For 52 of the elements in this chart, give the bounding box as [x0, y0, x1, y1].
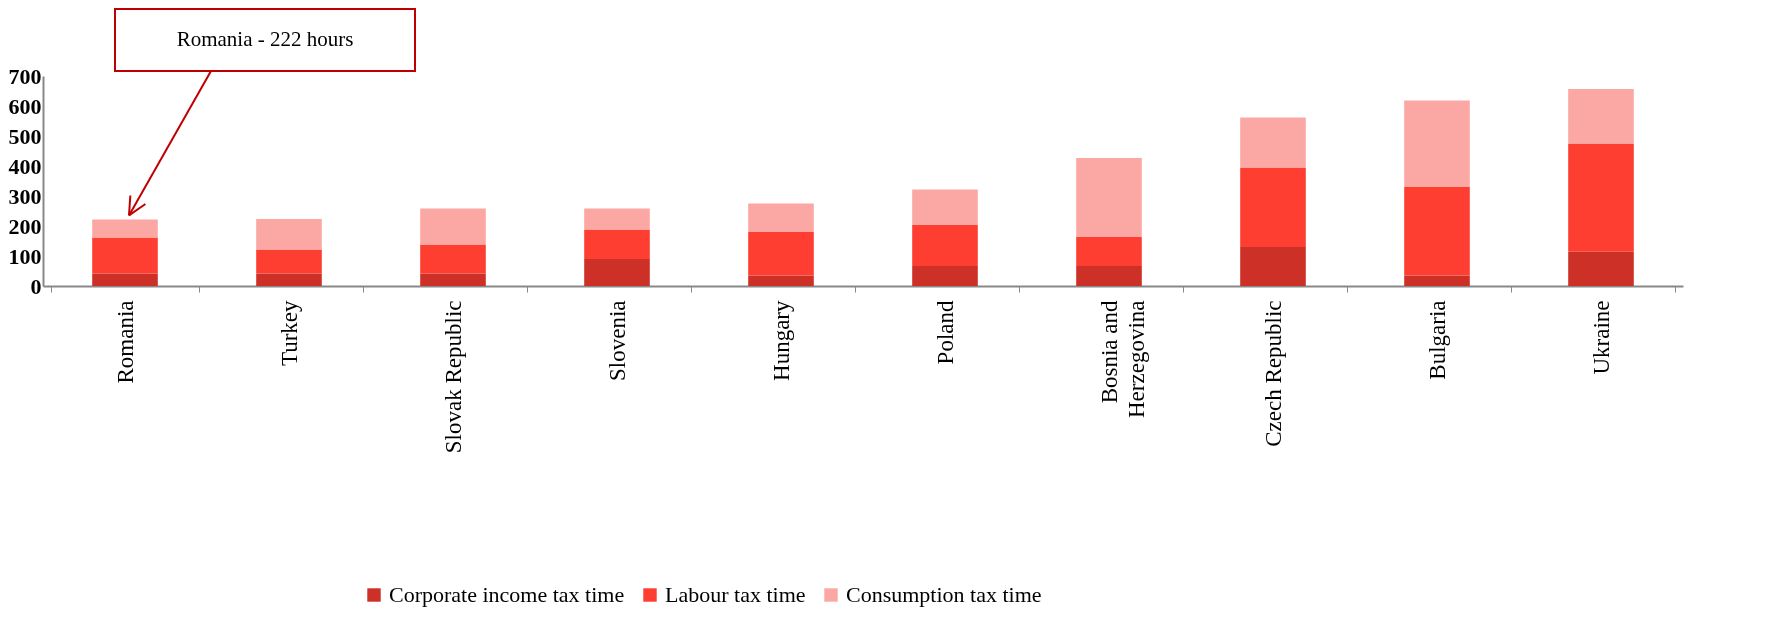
- bar: [1404, 187, 1470, 276]
- y-tick-label: 0: [30, 273, 42, 299]
- bar: [1240, 117, 1306, 168]
- bar: [748, 203, 814, 232]
- bar: [420, 208, 486, 245]
- legend-label: Consumption tax time: [846, 582, 1042, 607]
- bar: [256, 219, 322, 250]
- x-tick-label: Slovak Republic: [440, 300, 466, 454]
- bar: [912, 265, 978, 286]
- bar: [1404, 275, 1470, 286]
- bar: [92, 219, 158, 238]
- bar: [1076, 237, 1142, 266]
- bar: [584, 208, 650, 230]
- bar: [420, 244, 486, 274]
- x-tick-label: Czech Republic: [1260, 300, 1286, 447]
- bar: [1240, 167, 1306, 247]
- legend-label: Labour tax time: [665, 582, 806, 607]
- y-tick-label: 600: [8, 93, 42, 119]
- bar: [1240, 247, 1306, 286]
- bar: [748, 275, 814, 286]
- bar: [256, 273, 322, 286]
- bar: [748, 232, 814, 276]
- x-tick-label: Slovenia: [604, 300, 630, 381]
- bar: [1568, 251, 1634, 286]
- bar: [1404, 100, 1470, 187]
- y-tick-label: 700: [8, 63, 42, 89]
- x-tick-label: Poland: [932, 300, 958, 365]
- bar: [912, 189, 978, 226]
- annotation: Romania - 222 hours: [176, 27, 354, 51]
- bar: [584, 259, 650, 286]
- x-tick-label: Ukraine: [1588, 300, 1614, 375]
- bar: [584, 229, 650, 259]
- bar: [1076, 157, 1142, 238]
- x-tick-label: Turkey: [276, 300, 302, 367]
- y-tick-label: 500: [8, 123, 42, 149]
- x-tick-label: Bulgaria: [1424, 300, 1450, 380]
- bar: [256, 249, 322, 274]
- bar: [912, 225, 978, 266]
- y-tick-label: 100: [8, 243, 42, 269]
- bar: [1568, 143, 1634, 252]
- y-tick-label: 300: [8, 183, 42, 209]
- x-tick-label: Romania: [112, 300, 138, 384]
- bar: [92, 273, 158, 286]
- bar: [1076, 265, 1142, 286]
- bar: [92, 237, 158, 274]
- bar: [420, 273, 486, 286]
- legend-label: Corporate income tax time: [389, 582, 625, 607]
- x-tick-label: Hungary: [768, 300, 794, 381]
- x-tick-label: Bosnia and Herzegovina: [1096, 300, 1149, 418]
- bar: [1568, 88, 1634, 144]
- y-tick-label: 400: [8, 153, 42, 179]
- y-tick-label: 200: [8, 213, 42, 239]
